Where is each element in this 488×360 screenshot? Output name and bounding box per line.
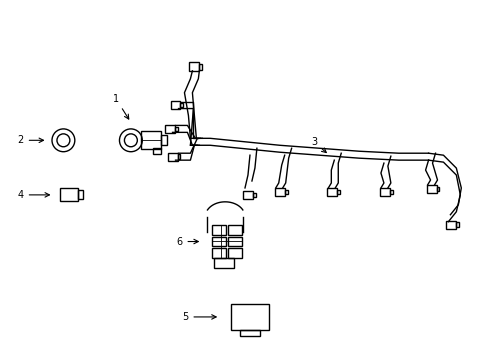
- Bar: [436, 186, 439, 191]
- Bar: [231, 304, 268, 330]
- Bar: [78, 190, 83, 199]
- Bar: [228, 248, 242, 258]
- Bar: [240, 330, 259, 336]
- Bar: [212, 225, 225, 235]
- Text: 1: 1: [113, 94, 128, 119]
- Bar: [426, 185, 436, 193]
- Bar: [199, 64, 202, 69]
- Text: 2: 2: [18, 135, 43, 145]
- Bar: [446, 221, 455, 229]
- Bar: [455, 222, 458, 227]
- Bar: [243, 191, 252, 199]
- Text: 4: 4: [18, 190, 49, 200]
- Bar: [326, 188, 337, 196]
- Bar: [61, 188, 78, 201]
- Bar: [212, 237, 225, 247]
- Bar: [389, 189, 392, 194]
- Text: 5: 5: [182, 312, 216, 322]
- Bar: [379, 188, 389, 196]
- Bar: [152, 148, 161, 154]
- Bar: [228, 237, 242, 247]
- Text: 6: 6: [176, 237, 198, 247]
- Bar: [274, 188, 284, 196]
- Bar: [228, 225, 242, 235]
- Bar: [161, 135, 166, 145]
- Text: 3: 3: [311, 137, 325, 153]
- Bar: [189, 62, 199, 71]
- Bar: [284, 189, 287, 194]
- Bar: [174, 126, 177, 131]
- Bar: [170, 101, 180, 109]
- Bar: [180, 103, 183, 108]
- Bar: [167, 153, 177, 161]
- Bar: [212, 248, 225, 258]
- Bar: [164, 125, 174, 133]
- Bar: [177, 154, 180, 159]
- Bar: [337, 189, 340, 194]
- Bar: [252, 193, 255, 197]
- Bar: [214, 258, 234, 268]
- Bar: [141, 131, 161, 149]
